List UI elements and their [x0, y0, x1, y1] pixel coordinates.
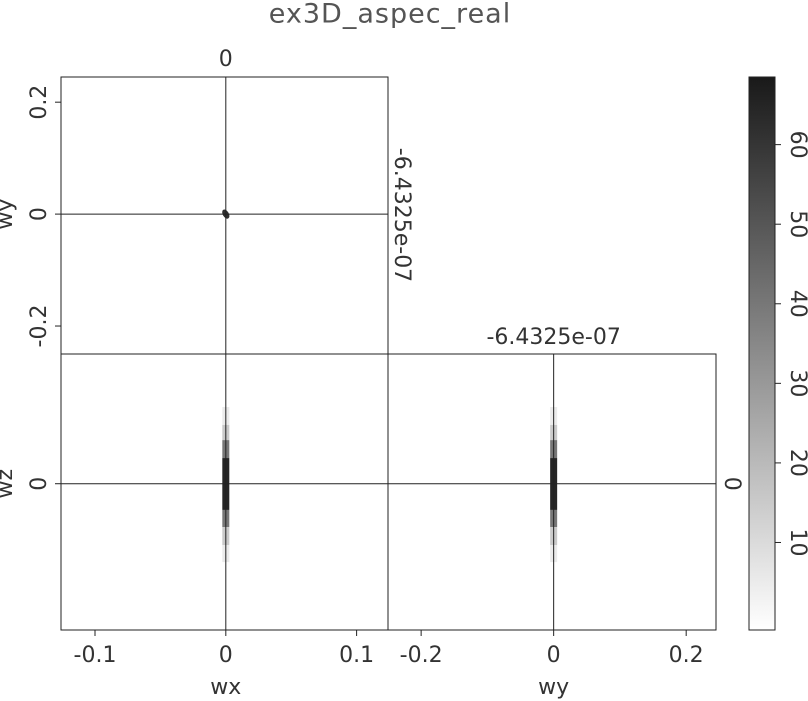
slice-label: -6.4325e-07 [389, 148, 414, 282]
colorbar-tick-label: 50 [785, 210, 808, 238]
chart-title: ex3D_aspec_real [269, 0, 511, 30]
colorbar-tick-label: 60 [785, 131, 808, 159]
x-tick-label: -0.1 [74, 643, 117, 668]
x-tick-label: -0.2 [400, 643, 443, 668]
slice-label: 0 [719, 477, 744, 491]
colorbar-tick-label: 10 [785, 528, 808, 556]
slice-label: -6.4325e-07 [486, 325, 620, 350]
y-axis-label: wz [0, 469, 18, 499]
y-tick-label: 0 [27, 477, 52, 491]
y-tick-label: -0.2 [27, 305, 52, 348]
colorbar-tick-label: 30 [785, 369, 808, 397]
x-tick-label: 0.2 [669, 643, 704, 668]
colorbar [748, 76, 776, 631]
x-axis-label: wy [538, 675, 569, 700]
x-tick-label: 0 [219, 643, 233, 668]
y-tick-label: 0 [27, 207, 52, 221]
colorbar-tick-label: 20 [785, 449, 808, 477]
slice-label: 0 [219, 47, 233, 72]
y-axis-label: wy [0, 199, 18, 230]
y-tick-label: 0.2 [27, 85, 52, 120]
x-tick-label: 0.1 [339, 643, 374, 668]
x-tick-label: 0 [547, 643, 561, 668]
top-panel-frame [387, 353, 717, 631]
colorbar-tick-label: 40 [785, 290, 808, 318]
x-axis-label: wx [210, 675, 241, 700]
